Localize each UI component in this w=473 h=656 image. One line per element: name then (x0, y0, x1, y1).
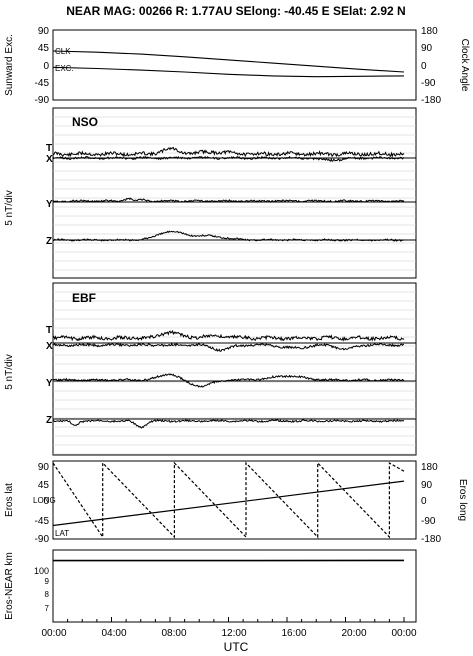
panel4-ylabel-left: Eros lat (4, 483, 15, 517)
panel4-ytick-left-4: -90 (35, 534, 50, 545)
panel-eros-near-km: Eros-NEAR km 100 9 8 7 (4, 549, 417, 623)
panel1-ylabel-left: Sunward Exc. (4, 34, 15, 96)
panel-sunward-exc: Sunward Exc. Clock Angle 90 45 0 -45 -90… (4, 26, 470, 106)
panel3-gridlines (53, 291, 416, 455)
panel4-ytick-right-4: -180 (421, 534, 441, 545)
panel4-ytick-right-3: -90 (421, 516, 436, 527)
x-axis-label: UTC (224, 640, 249, 654)
x-axis: 00:00 04:00 08:00 12:00 16:00 20:00 00:0… (41, 617, 417, 654)
panel1-ytick-right-2: 0 (421, 61, 427, 72)
panel1-ytick-left-4: -90 (35, 95, 50, 106)
panel2-trace-label-x: X (46, 154, 53, 165)
panel2-trace-label-z: Z (46, 236, 52, 247)
panel4-frame (52, 460, 417, 540)
panel4-ytick-left-0: 90 (38, 462, 50, 473)
figure-title: NEAR MAG: 00266 R: 1.77AU SElong: -40.45… (66, 4, 405, 18)
x-tick-label-5: 20:00 (341, 628, 366, 639)
panel1-ytick-left-3: -45 (35, 78, 50, 89)
panel-nso: 5 nT/div NSO T X Y Z (4, 107, 417, 279)
series-eros-lat-line (52, 461, 405, 539)
x-tick-label-6: 00:00 (391, 628, 416, 639)
panel5-ylabel: Eros-NEAR km (4, 552, 15, 620)
panel2-ylabel: 5 nT/div (4, 190, 15, 226)
panel2-trace-label-y: Y (46, 199, 53, 210)
panel5-ytick-1: 9 (45, 577, 50, 586)
x-tick-label-4: 16:00 (281, 628, 306, 639)
panel4-ytick-left-1: 45 (38, 480, 50, 491)
panel2-frame (52, 107, 417, 279)
panel4-ytick-right-0: 180 (421, 462, 438, 473)
x-tick-label-2: 08:00 (161, 628, 186, 639)
ebf-trace-z (52, 418, 405, 429)
ebf-trace-x (52, 342, 404, 352)
panel4-ytick-left-2: 0 (43, 496, 49, 507)
series-clock-angle-line (52, 50, 405, 73)
panel4-ylabel-right: Eros long (457, 479, 468, 521)
panel3-trace-label-y: Y (46, 378, 53, 389)
panel1-frame (52, 29, 417, 101)
panel1-ytick-right-3: -90 (421, 78, 436, 89)
panel1-ytick-left-1: 45 (38, 43, 50, 54)
panel4-ytick-right-1: 90 (421, 480, 433, 491)
panel1-ytick-left-2: 0 (43, 61, 49, 72)
panel5-frame (52, 549, 417, 623)
panel2-label: NSO (72, 115, 98, 129)
panel1-ytick-right-1: 90 (421, 43, 433, 54)
panel3-trace-label-z: Z (46, 415, 52, 426)
panel4-annotation-lat: LAT (55, 529, 69, 538)
panel4-ytick-right-2: 0 (421, 496, 427, 507)
x-tick-label-0: 00:00 (41, 628, 66, 639)
panel3-ylabel: 5 nT/div (4, 354, 15, 390)
panel1-ytick-left-0: 90 (38, 26, 50, 37)
panel3-frame (52, 282, 417, 456)
x-tick-label-3: 12:00 (221, 628, 246, 639)
panel1-ytick-right-4: -180 (421, 95, 441, 106)
series-eros-long-line (52, 480, 405, 527)
panel5-ytick-0: 100 (34, 566, 49, 576)
panel1-ytick-right-0: 180 (421, 26, 438, 37)
panel1-ylabel-right: Clock Angle (459, 39, 470, 92)
nso-trace-x (52, 155, 405, 162)
panel4-ytick-left-3: -45 (35, 516, 50, 527)
panel2-trace-label-t: T (46, 143, 52, 154)
nso-trace-y (53, 197, 405, 203)
nso-trace-t (52, 146, 405, 158)
panel-ebf: 5 nT/div EBF T X Y Z (4, 282, 417, 456)
x-tick-marks (52, 617, 405, 622)
panel-eros-lat-long: Eros lat Eros long 90 45 0 -45 -90 180 9… (4, 460, 468, 545)
panel5-ytick-3: 7 (45, 604, 50, 613)
panel2-gridlines (53, 116, 416, 271)
series-sunward-exc-line (52, 66, 405, 78)
ebf-trace-y (53, 373, 405, 388)
panel4-annotation-long: LONG (33, 496, 56, 505)
panel3-trace-label-x: X (46, 341, 53, 352)
panel5-ytick-2: 8 (45, 590, 50, 599)
panel1-annotation-exc: EXC. (55, 64, 74, 73)
x-tick-label-1: 04:00 (101, 628, 126, 639)
panel3-label: EBF (72, 291, 96, 305)
ebf-trace-t (52, 330, 405, 342)
nso-trace-z (52, 230, 405, 242)
panel3-trace-label-t: T (46, 325, 52, 336)
